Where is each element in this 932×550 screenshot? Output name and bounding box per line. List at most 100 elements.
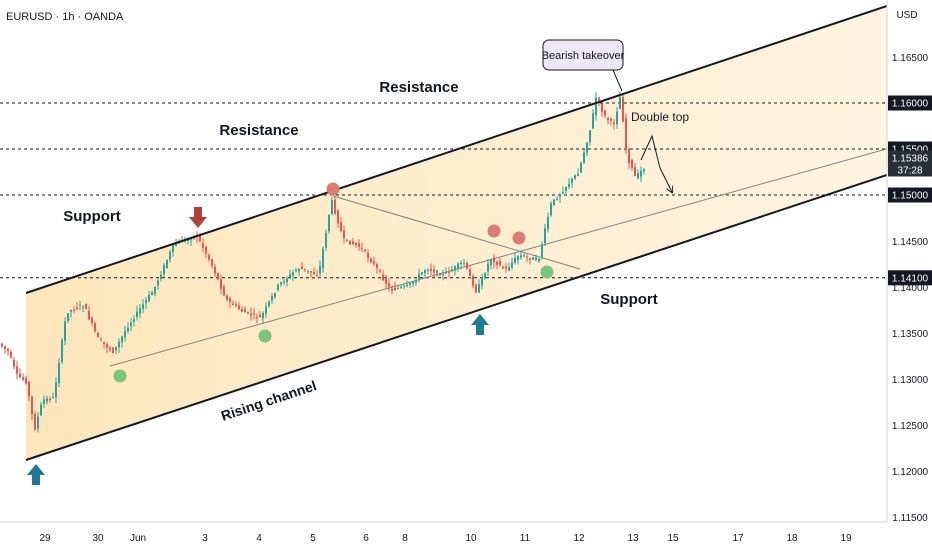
candle-body	[385, 277, 387, 284]
candle-body	[538, 258, 540, 262]
candle-body	[640, 170, 642, 177]
candle-body	[376, 264, 378, 268]
callout-box	[542, 39, 624, 71]
candle-body	[97, 332, 99, 338]
candle-body	[247, 311, 249, 314]
candle-body	[400, 286, 402, 288]
candle-body	[160, 274, 162, 280]
candle-body	[346, 239, 348, 241]
candle-body	[241, 309, 243, 312]
candle-body	[343, 230, 345, 239]
green-marker	[540, 265, 554, 279]
candle-body	[325, 232, 327, 248]
candle-body	[388, 283, 390, 287]
candle-body	[70, 309, 72, 312]
price-tick-label: 1.16500	[892, 53, 929, 64]
symbol-title: EURUSD · 1h · OANDA	[6, 11, 124, 23]
red-marker	[512, 231, 526, 245]
candle-body	[82, 306, 84, 308]
candle-body	[361, 248, 363, 250]
candle-body	[52, 397, 54, 399]
candle-body	[520, 255, 522, 258]
candle-body	[271, 295, 273, 301]
candle-body	[106, 344, 108, 348]
price-tag-text: 1.15000	[892, 191, 929, 202]
inner-support-line	[109, 147, 891, 367]
time-tick-label: Jun	[130, 533, 146, 544]
candle-body	[154, 286, 156, 294]
candle-body	[469, 269, 471, 277]
candle-body	[85, 303, 87, 309]
candle-body	[340, 222, 342, 232]
time-tick-label: 6	[363, 533, 369, 544]
candle-body	[280, 282, 282, 285]
red-marker	[487, 224, 501, 238]
candle-body	[502, 267, 504, 269]
candle-body	[442, 273, 444, 275]
time-tick-label: 10	[465, 533, 477, 544]
candle-body	[250, 313, 252, 316]
candle-body	[109, 347, 111, 350]
candle-body	[226, 295, 228, 300]
candle-body	[460, 262, 462, 265]
candle-body	[124, 331, 126, 338]
price-tick-label: 1.14000	[892, 283, 929, 294]
time-tick-label: 8	[402, 533, 408, 544]
support-label-left: Support	[63, 208, 121, 225]
level-price-tag	[888, 270, 932, 286]
candle-body	[574, 175, 576, 179]
candle-body	[607, 118, 609, 120]
candle-body	[235, 304, 237, 306]
candle-body	[229, 298, 231, 302]
candle-body	[214, 266, 216, 274]
time-tick-label: 18	[786, 533, 798, 544]
candle-body	[100, 339, 102, 341]
candle-body	[43, 399, 45, 404]
time-axis[interactable]: 29 30 Jun 3 4 5 6 8 10 11 12 13 15 17 18 19	[39, 533, 852, 544]
candle-body	[307, 270, 309, 272]
candle-body	[67, 313, 69, 321]
candle-body	[634, 167, 636, 177]
candle-body	[175, 244, 177, 246]
candle-body	[565, 186, 567, 191]
candle-body	[355, 242, 357, 246]
candle-body	[505, 266, 507, 269]
candle-body	[508, 266, 510, 271]
candle-body	[436, 270, 438, 274]
time-tick-label: 19	[840, 533, 852, 544]
candle-body	[610, 118, 612, 121]
candle-body	[616, 111, 618, 125]
candle-body	[580, 163, 582, 173]
candle-body	[544, 228, 546, 244]
candle-body	[316, 275, 318, 277]
candle-body	[637, 173, 639, 179]
candle-body	[604, 110, 606, 116]
time-tick-label: 5	[310, 533, 316, 544]
green-marker	[113, 369, 127, 383]
price-tag-text: 1.15500	[892, 145, 929, 156]
candle-body	[367, 252, 369, 258]
candle-body	[499, 261, 501, 265]
candle-body	[199, 235, 201, 242]
candle-body	[289, 274, 291, 278]
candle-body	[94, 323, 96, 332]
candle-body	[265, 306, 267, 314]
candle-body	[526, 256, 528, 258]
candle-body	[619, 97, 621, 109]
candle-body	[79, 305, 81, 307]
candle-body	[328, 214, 330, 232]
candle-body	[73, 309, 75, 311]
candle-body	[268, 301, 270, 306]
candle-body	[253, 313, 255, 315]
candle-body	[61, 339, 63, 362]
price-tag-text: 1.15386	[892, 153, 929, 164]
candle-body	[631, 159, 633, 168]
projection-path	[640, 134, 672, 192]
candle-body	[571, 178, 573, 183]
candle-body	[76, 307, 78, 309]
time-tick-label: 13	[627, 533, 639, 544]
candle-body	[535, 257, 537, 260]
candle-body	[337, 210, 339, 224]
